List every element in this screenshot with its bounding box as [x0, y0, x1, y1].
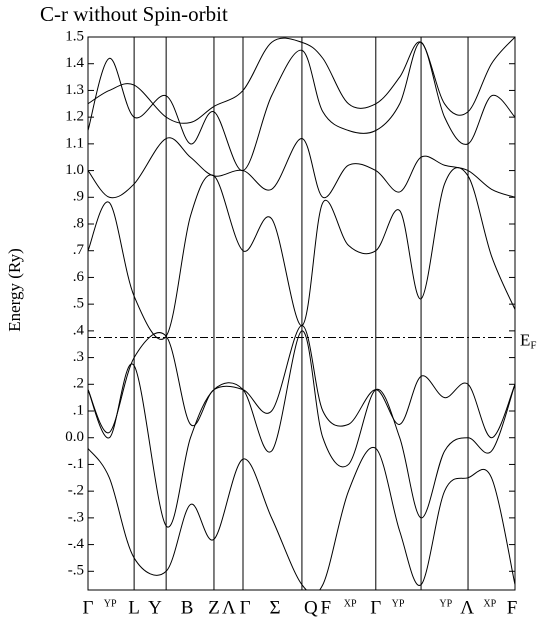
y-tick-label: .3 — [73, 349, 84, 365]
band — [88, 41, 515, 172]
y-tick-label: .2 — [73, 376, 84, 392]
y-tick-label: 1.4 — [65, 55, 84, 71]
y-tick-label: .1 — [73, 402, 84, 418]
y-tick-label: 1.3 — [65, 82, 84, 98]
y-tick-label: -.4 — [68, 536, 85, 552]
x-tick-label: YP — [439, 598, 452, 609]
x-tick-label: XP — [483, 598, 496, 609]
y-tick-label: 1.2 — [65, 109, 84, 125]
band — [88, 446, 515, 590]
x-tick-label: Γ — [83, 597, 94, 618]
fermi-label: EF — [520, 330, 537, 351]
y-tick-label: .7 — [73, 242, 85, 258]
y-tick-label: 0.0 — [65, 429, 84, 445]
bands — [88, 37, 515, 590]
y-tick-label: -.1 — [68, 456, 84, 472]
band — [88, 37, 515, 124]
x-tick-label: F — [507, 597, 518, 618]
y-tick-label: 1.0 — [65, 162, 84, 178]
x-tick-label: Γ — [240, 597, 251, 618]
x-tick-label: Γ — [370, 597, 381, 618]
band — [88, 330, 515, 528]
fermi-label-main: E — [520, 330, 530, 349]
x-tick-label: L — [128, 597, 140, 618]
band — [88, 325, 515, 439]
y-tick-label: -.5 — [68, 563, 84, 579]
x-tick-label: Q — [304, 597, 318, 618]
y-tick-label: .6 — [73, 269, 85, 285]
chart-title: C-r without Spin-orbit — [40, 2, 228, 26]
x-tick-label: Σ — [269, 597, 280, 618]
y-tick-label: .8 — [73, 215, 84, 231]
x-tick-label: Y — [148, 597, 162, 618]
x-tick-label: XP — [344, 598, 357, 609]
y-tick-label: 1.1 — [65, 135, 84, 151]
y-tick-label: -.3 — [68, 509, 84, 525]
y-tick-label: 1.5 — [65, 28, 84, 44]
y-tick-label: .9 — [73, 189, 84, 205]
band — [88, 167, 515, 340]
y-axis-label: Energy (Ry) — [5, 248, 24, 332]
x-tick-label: YP — [392, 598, 405, 609]
y-tick-label: .4 — [73, 322, 85, 338]
x-tick-label: YP — [104, 598, 117, 609]
x-tick-label: B — [181, 597, 194, 618]
x-tick-label: F — [321, 597, 332, 618]
band — [88, 137, 515, 199]
y-tick-label: .5 — [73, 296, 84, 312]
fermi-label-sub: F — [530, 339, 536, 351]
y-tick-label: -.2 — [68, 483, 84, 499]
x-tick-label: Z — [208, 597, 220, 618]
x-tick-label: Λ — [460, 597, 474, 618]
x-tick-label: Λ — [222, 597, 236, 618]
